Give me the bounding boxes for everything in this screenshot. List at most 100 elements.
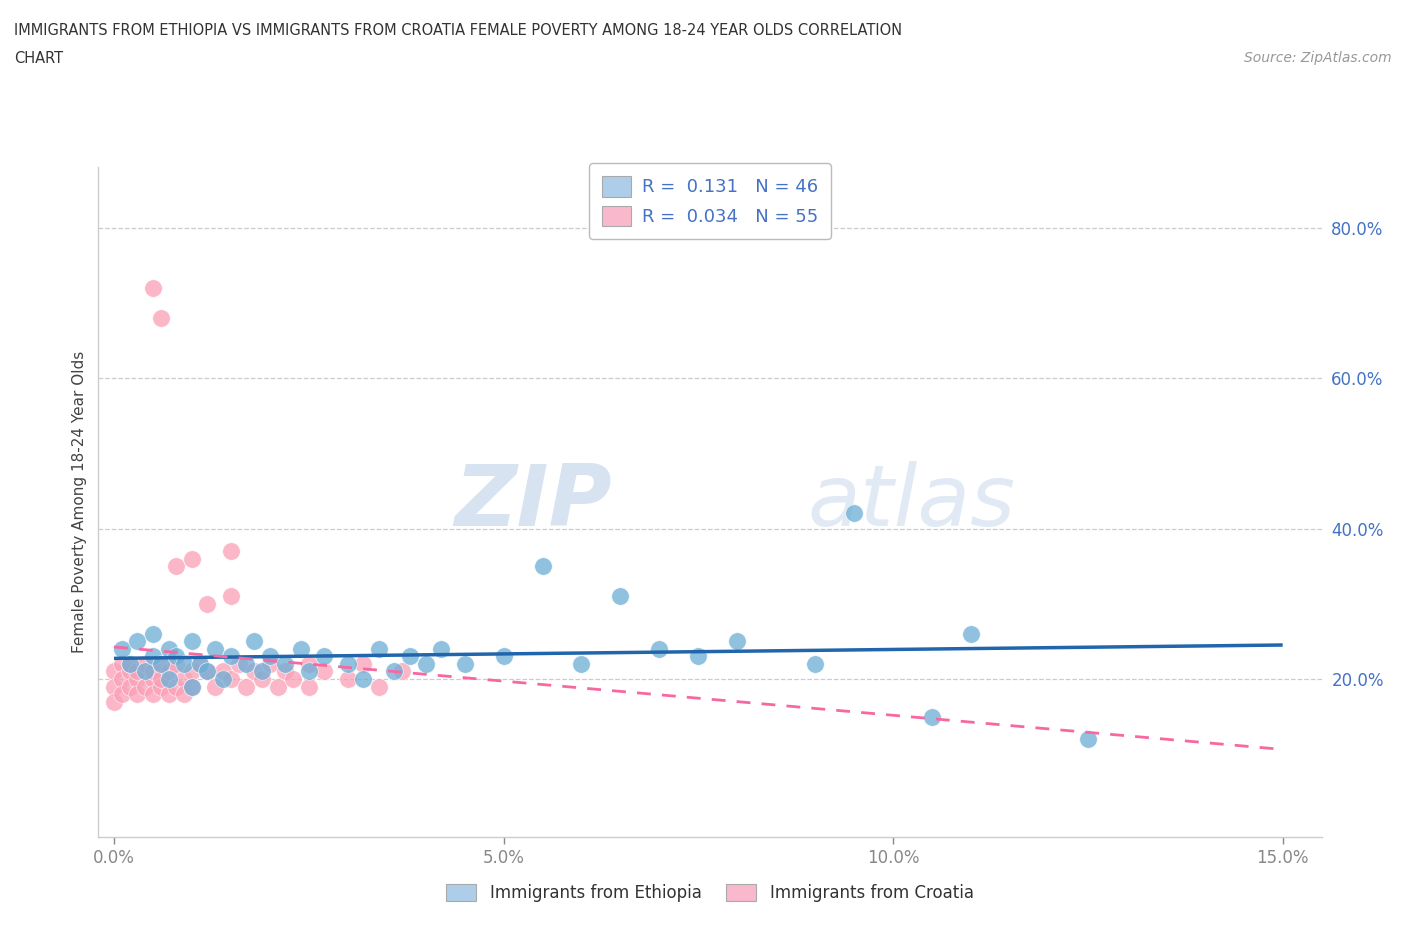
Point (314, 649, 336, 664)
Point (336, 671, 359, 686)
Point (415, 657, 437, 671)
Point (188, 657, 211, 671)
Point (127, 664, 149, 679)
Point (250, 664, 273, 679)
Point (314, 664, 336, 679)
Point (197, 596, 219, 611)
Point (212, 671, 235, 686)
Point (180, 679, 202, 694)
Point (142, 627, 165, 642)
Point (298, 657, 321, 671)
Point (259, 657, 281, 671)
Point (165, 679, 187, 694)
Point (531, 559, 554, 574)
Point (103, 694, 125, 709)
Point (960, 627, 983, 642)
Point (266, 679, 288, 694)
Point (235, 679, 257, 694)
Point (157, 686, 180, 701)
Point (197, 664, 219, 679)
Point (118, 657, 141, 671)
Point (212, 664, 235, 679)
Point (352, 657, 374, 671)
Point (399, 649, 422, 664)
Point (921, 710, 943, 724)
Point (219, 671, 242, 686)
Point (283, 671, 305, 686)
Point (367, 679, 389, 694)
Point (142, 664, 165, 679)
Point (228, 657, 250, 671)
Point (111, 671, 134, 686)
Point (609, 589, 631, 604)
Legend: Immigrants from Ethiopia, Immigrants from Croatia: Immigrants from Ethiopia, Immigrants fro… (440, 878, 980, 909)
Point (688, 649, 710, 664)
Point (180, 679, 202, 694)
Point (149, 671, 172, 686)
Point (111, 642, 134, 657)
Point (149, 679, 172, 694)
Text: IMMIGRANTS FROM ETHIOPIA VS IMMIGRANTS FROM CROATIA FEMALE POVERTY AMONG 18-24 Y: IMMIGRANTS FROM ETHIOPIA VS IMMIGRANTS F… (14, 23, 903, 38)
Point (219, 589, 242, 604)
Point (298, 679, 321, 694)
Point (274, 664, 297, 679)
Point (118, 657, 141, 671)
Point (188, 657, 211, 671)
Point (492, 649, 515, 664)
Point (197, 664, 219, 679)
Point (127, 671, 149, 686)
Text: ZIP: ZIP (454, 460, 612, 544)
Point (336, 657, 359, 671)
Point (298, 664, 321, 679)
Point (134, 664, 156, 679)
Point (725, 634, 748, 649)
Y-axis label: Female Poverty Among 18-24 Year Olds: Female Poverty Among 18-24 Year Olds (72, 352, 87, 654)
Point (391, 664, 413, 679)
Point (165, 649, 187, 664)
Point (142, 671, 165, 686)
Point (804, 657, 827, 671)
Point (453, 657, 475, 671)
Point (127, 686, 149, 701)
Point (157, 671, 180, 686)
Point (142, 686, 165, 701)
Point (157, 642, 180, 657)
Point (243, 634, 266, 649)
Point (243, 664, 266, 679)
Text: CHART: CHART (14, 51, 63, 66)
Point (103, 679, 125, 694)
Point (173, 686, 195, 701)
Point (157, 664, 180, 679)
Point (1077, 732, 1099, 747)
Point (149, 657, 172, 671)
Point (204, 642, 226, 657)
Point (149, 657, 172, 671)
Point (173, 671, 195, 686)
Point (290, 642, 312, 657)
Point (259, 649, 281, 664)
Text: Source: ZipAtlas.com: Source: ZipAtlas.com (1244, 51, 1392, 65)
Point (384, 664, 406, 679)
Point (180, 664, 202, 679)
Point (571, 657, 593, 671)
Point (142, 649, 165, 664)
Point (142, 280, 165, 295)
Point (165, 657, 187, 671)
Point (165, 559, 187, 574)
Point (134, 679, 156, 694)
Text: atlas: atlas (808, 460, 1017, 544)
Point (180, 634, 202, 649)
Point (118, 679, 141, 694)
Point (111, 686, 134, 701)
Point (844, 506, 866, 521)
Point (127, 634, 149, 649)
Point (250, 671, 273, 686)
Point (367, 642, 389, 657)
Point (149, 311, 172, 325)
Point (648, 642, 671, 657)
Point (430, 642, 453, 657)
Point (235, 657, 257, 671)
Point (219, 544, 242, 559)
Point (103, 664, 125, 679)
Point (173, 657, 195, 671)
